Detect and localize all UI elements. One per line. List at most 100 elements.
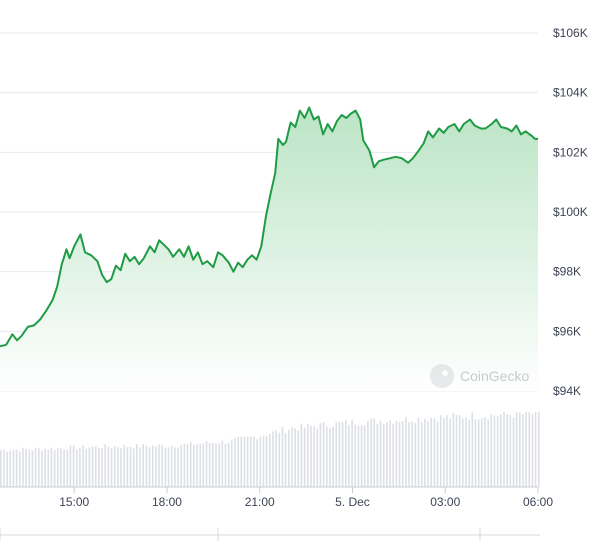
volume-bar bbox=[335, 422, 338, 487]
volume-bar bbox=[136, 444, 138, 487]
volume-bar bbox=[76, 449, 78, 487]
watermark-text: CoinGecko bbox=[460, 368, 530, 384]
volume-bar bbox=[161, 445, 163, 487]
volume-bar bbox=[538, 412, 540, 487]
volume-bar bbox=[414, 422, 417, 487]
volume-bar bbox=[468, 419, 470, 487]
volume-bar bbox=[288, 429, 290, 487]
volume-bar bbox=[338, 422, 341, 487]
volume-bar bbox=[104, 444, 106, 487]
volume-bar bbox=[6, 451, 8, 487]
volume-bar bbox=[417, 417, 420, 487]
volume-bar bbox=[31, 450, 34, 487]
volume-bar bbox=[506, 414, 508, 487]
x-tick-label: 21:00 bbox=[245, 495, 275, 509]
x-tick-label: 03:00 bbox=[430, 495, 460, 509]
volume-bar bbox=[449, 418, 451, 487]
x-tick-label: 15:00 bbox=[59, 495, 89, 509]
volume-bar bbox=[196, 444, 198, 487]
volume-bar bbox=[199, 443, 201, 487]
volume-bar bbox=[430, 418, 432, 487]
volume-bar bbox=[278, 432, 281, 487]
volume-bar bbox=[25, 449, 27, 487]
volume-bar bbox=[60, 448, 62, 487]
volume-bar bbox=[297, 430, 300, 487]
volume-bar bbox=[231, 439, 233, 487]
y-tick-label: $104K bbox=[553, 86, 588, 100]
volume-bar bbox=[341, 422, 344, 487]
volume-bar bbox=[129, 447, 132, 487]
volume-bar bbox=[193, 444, 195, 487]
volume-bar bbox=[424, 419, 426, 487]
volume-bar bbox=[94, 446, 97, 487]
volume-bar bbox=[183, 443, 186, 487]
volume-bar bbox=[164, 447, 167, 487]
volume-bar bbox=[389, 420, 391, 487]
volume-bar bbox=[132, 448, 135, 487]
volume-bar bbox=[386, 422, 388, 487]
volume-bar bbox=[151, 445, 154, 487]
volume-bar bbox=[155, 446, 157, 487]
volume-bar bbox=[170, 445, 173, 487]
volume-bar bbox=[439, 415, 442, 487]
volume-bar bbox=[212, 443, 214, 487]
volume-bar bbox=[443, 417, 445, 487]
volume-bar bbox=[420, 421, 423, 487]
y-tick-label: $102K bbox=[553, 145, 588, 159]
volume-bar bbox=[376, 423, 379, 487]
volume-bar bbox=[253, 436, 255, 487]
volume-bar bbox=[471, 412, 474, 487]
volume-bar bbox=[363, 425, 366, 487]
volume-bar bbox=[401, 421, 404, 487]
volume-bar bbox=[85, 448, 87, 487]
x-tick-label: 06:00 bbox=[523, 495, 553, 509]
volume-bar bbox=[326, 426, 328, 487]
volume-bar bbox=[91, 446, 94, 487]
volume-bar bbox=[515, 412, 518, 487]
volume-bar bbox=[367, 421, 369, 487]
volume-bar bbox=[316, 428, 319, 487]
volume-bar bbox=[167, 447, 170, 487]
volume-bar bbox=[72, 445, 75, 487]
volume-bar bbox=[509, 415, 512, 487]
volume-bar bbox=[0, 450, 2, 487]
volume-bar bbox=[392, 423, 394, 487]
volume-bar bbox=[313, 426, 315, 487]
volume-bar bbox=[88, 447, 91, 487]
volume-bar bbox=[427, 421, 429, 487]
volume-bar bbox=[348, 424, 350, 487]
volume-bar bbox=[398, 421, 401, 487]
volume-bar bbox=[19, 451, 21, 487]
volume-bar bbox=[174, 447, 176, 487]
volume-bar bbox=[262, 435, 265, 487]
y-tick-label: $96K bbox=[553, 324, 581, 338]
volume-bar bbox=[177, 447, 179, 487]
volume-bar bbox=[202, 443, 205, 487]
volume-bar bbox=[284, 433, 287, 487]
volume-bar bbox=[120, 448, 122, 487]
volume-bar bbox=[265, 435, 268, 487]
volume-bar bbox=[405, 416, 407, 487]
volume-bar bbox=[433, 418, 436, 487]
volume-bar bbox=[243, 436, 246, 487]
volume-bar bbox=[458, 415, 461, 487]
volume-bar bbox=[28, 449, 31, 487]
volume-bar bbox=[465, 417, 467, 487]
volume-bar bbox=[519, 412, 521, 487]
volume-bar bbox=[462, 418, 464, 487]
volume-bar bbox=[408, 422, 410, 487]
volume-bar bbox=[512, 417, 515, 487]
volume-bar bbox=[319, 423, 322, 487]
volume-bar bbox=[66, 450, 69, 487]
volume-bar bbox=[281, 427, 284, 487]
volume-bar bbox=[525, 412, 527, 487]
volume-bar bbox=[493, 415, 496, 487]
volume-bar bbox=[22, 447, 24, 487]
volume-bar bbox=[531, 414, 534, 487]
y-tick-label: $98K bbox=[553, 265, 581, 279]
volume-bar bbox=[528, 412, 531, 487]
volume-bar bbox=[345, 420, 347, 487]
volume-bar bbox=[481, 418, 483, 487]
